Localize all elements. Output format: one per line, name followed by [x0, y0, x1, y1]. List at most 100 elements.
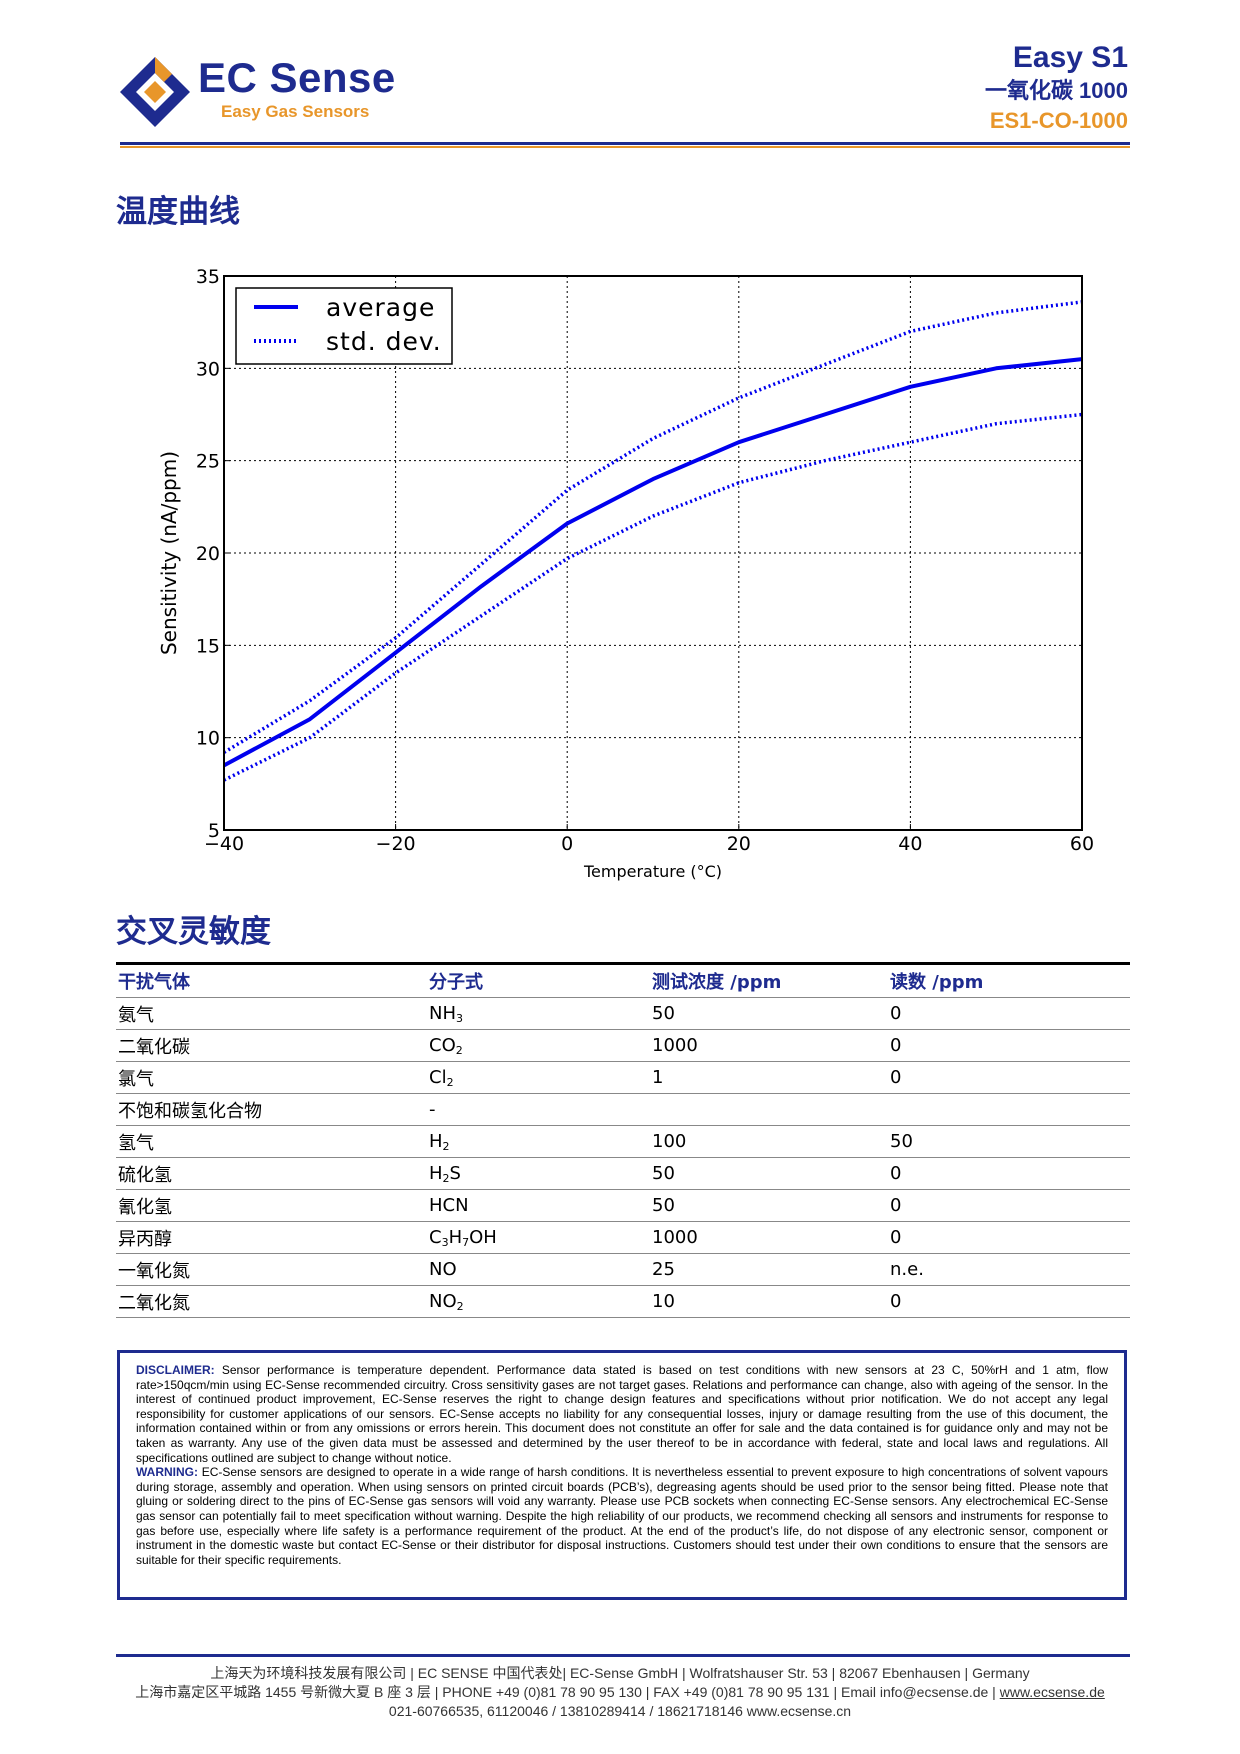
- reading: 0: [888, 1285, 1130, 1318]
- x-axis-label: Temperature (°C): [583, 862, 722, 881]
- warning-text: EC-Sense sensors are designed to operate…: [136, 1465, 1108, 1567]
- table-row: 二氧化碳 CO2 1000 0: [116, 1029, 1130, 1062]
- gas-name: 不饱和碳氢化合物: [116, 1093, 427, 1126]
- table-row: 硫化氢 H2S 50 0: [116, 1157, 1130, 1190]
- y-tick-label: 30: [196, 358, 220, 380]
- gas-name: 氨气: [116, 997, 427, 1030]
- x-tick-label: −40: [204, 833, 244, 855]
- header-reading: 读数 /ppm: [888, 962, 1130, 998]
- chart-series: [223, 300, 1083, 782]
- temperature-chart: −40 −20 0 20 40 60 5 10 15 20 25 30 35 Temperature (…: [157, 266, 1094, 881]
- legend-stddev-label: std. dev.: [326, 327, 442, 356]
- test-concentration: 1000: [650, 1029, 888, 1062]
- formula: CO2: [427, 1029, 650, 1062]
- table-row: 氢气 H2 100 50: [116, 1125, 1130, 1158]
- reading: n.e.: [888, 1253, 1130, 1286]
- product-gas: 一氧化碳 1000: [984, 78, 1128, 103]
- table-row: 氰化氢 HCN 50 0: [116, 1189, 1130, 1222]
- disclaimer-label: DISCLAIMER:: [136, 1363, 215, 1377]
- website-link[interactable]: www.ecsense.de: [999, 1684, 1105, 1700]
- formula: NH3: [427, 997, 650, 1030]
- x-tick-label: 0: [561, 833, 573, 855]
- y-tick-label: 20: [196, 543, 220, 565]
- test-concentration: 100: [650, 1125, 888, 1158]
- test-concentration: 1000: [650, 1221, 888, 1254]
- test-concentration: 50: [650, 1189, 888, 1222]
- product-name: Easy S1: [1012, 41, 1128, 74]
- gas-name: 氰化氢: [116, 1189, 427, 1222]
- header-concentration: 测试浓度 /ppm: [650, 962, 888, 998]
- legend-average-label: average: [326, 293, 435, 322]
- gas-name: 硫化氢: [116, 1157, 427, 1190]
- average-line: [223, 357, 1083, 768]
- test-concentration: 50: [650, 1157, 888, 1190]
- logo-tagline: Easy Gas Sensors: [221, 102, 370, 121]
- test-concentration: 10: [650, 1285, 888, 1318]
- footer-line-3: 021-60766535, 61120046 / 13810289414 / 1…: [388, 1703, 852, 1719]
- table-row: 一氧化氮 NO 25 n.e.: [116, 1253, 1130, 1286]
- formula: HCN: [427, 1189, 650, 1222]
- reading: 50: [888, 1125, 1130, 1158]
- table-header-row: 干扰气体 分子式 测试浓度 /ppm 读数 /ppm: [116, 962, 1130, 998]
- chart-legend: average std. dev.: [235, 287, 453, 365]
- reading: 0: [888, 1061, 1130, 1094]
- cross-section-title: 交叉灵敏度: [116, 914, 271, 950]
- company-logo: EC Sense Easy Gas Sensors: [118, 50, 408, 130]
- footer-line-2: 上海市嘉定区平城路 1455 号新微大夏 B 座 3 层 | PHONE +49…: [0, 1683, 1240, 1702]
- chart-ticks: −40 −20 0 20 40 60 5 10 15 20 25 30 35: [196, 266, 1094, 855]
- formula: H2: [427, 1125, 650, 1158]
- footer-contact: 上海市嘉定区平城路 1455 号新微大夏 B 座 3 层 | PHONE +49…: [135, 1684, 1000, 1700]
- header-rule-orange: [120, 146, 1130, 148]
- test-concentration: 25: [650, 1253, 888, 1286]
- formula: NO: [427, 1253, 650, 1286]
- gas-name: 氢气: [116, 1125, 427, 1158]
- gas-name: 一氧化氮: [116, 1253, 427, 1286]
- reading: 0: [888, 1029, 1130, 1062]
- gas-name: 二氧化氮: [116, 1285, 427, 1318]
- header-formula: 分子式: [427, 962, 650, 998]
- temperature-section-title: 温度曲线: [116, 194, 240, 230]
- footer-line-1: 上海天为环境科技发展有限公司 | EC SENSE 中国代表处| EC-Sens…: [210, 1665, 1030, 1681]
- x-tick-label: 40: [898, 833, 922, 855]
- test-concentration: 50: [650, 997, 888, 1030]
- table-row: 不饱和碳氢化合物 -: [116, 1093, 1130, 1126]
- formula: Cl2: [427, 1061, 650, 1094]
- gas-name: 氯气: [116, 1061, 427, 1094]
- y-axis-label: Sensitivity (nA/ppm): [157, 451, 181, 655]
- x-tick-label: 60: [1070, 833, 1094, 855]
- logo-name: EC Sense: [198, 54, 396, 101]
- product-block: Easy S1 一氧化碳 1000 ES1-CO-1000: [985, 40, 1128, 136]
- formula: H2S: [427, 1157, 650, 1190]
- reading: [888, 1093, 1130, 1126]
- formula: NO2: [427, 1285, 650, 1318]
- x-tick-label: 20: [727, 833, 751, 855]
- y-tick-label: 25: [196, 451, 220, 473]
- x-tick-label: −20: [376, 833, 416, 855]
- legend-box: [235, 287, 453, 365]
- test-concentration: [650, 1093, 888, 1126]
- reading: 0: [888, 1157, 1130, 1190]
- disclaimer-text: Sensor performance is temperature depend…: [136, 1363, 1108, 1465]
- y-tick-label: 10: [196, 728, 220, 750]
- y-tick-label: 35: [196, 266, 220, 288]
- reading: 0: [888, 997, 1130, 1030]
- table-row: 氯气 Cl2 1 0: [116, 1061, 1130, 1094]
- cross-sensitivity-table: 干扰气体 分子式 测试浓度 /ppm 读数 /ppm 氨气 NH3 50 0 二…: [116, 962, 1130, 1318]
- formula: -: [427, 1093, 650, 1126]
- footer-rule: [116, 1654, 1130, 1657]
- product-code: ES1-CO-1000: [989, 108, 1128, 133]
- y-tick-label: 15: [196, 635, 220, 657]
- header-rule-blue: [120, 142, 1130, 145]
- stddev-upper-line: [223, 300, 1083, 754]
- table-row: 异丙醇 C3H7OH 1000 0: [116, 1221, 1130, 1254]
- disclaimer-box: DISCLAIMER: Sensor performance is temper…: [117, 1350, 1127, 1600]
- ec-sense-diamond-icon: [120, 57, 190, 127]
- table-row: 氨气 NH3 50 0: [116, 997, 1130, 1030]
- stddev-lower-line: [223, 412, 1083, 782]
- header-gas: 干扰气体: [116, 962, 427, 998]
- warning-label: WARNING:: [136, 1465, 198, 1480]
- reading: 0: [888, 1189, 1130, 1222]
- test-concentration: 1: [650, 1061, 888, 1094]
- reading: 0: [888, 1221, 1130, 1254]
- formula: C3H7OH: [427, 1221, 650, 1254]
